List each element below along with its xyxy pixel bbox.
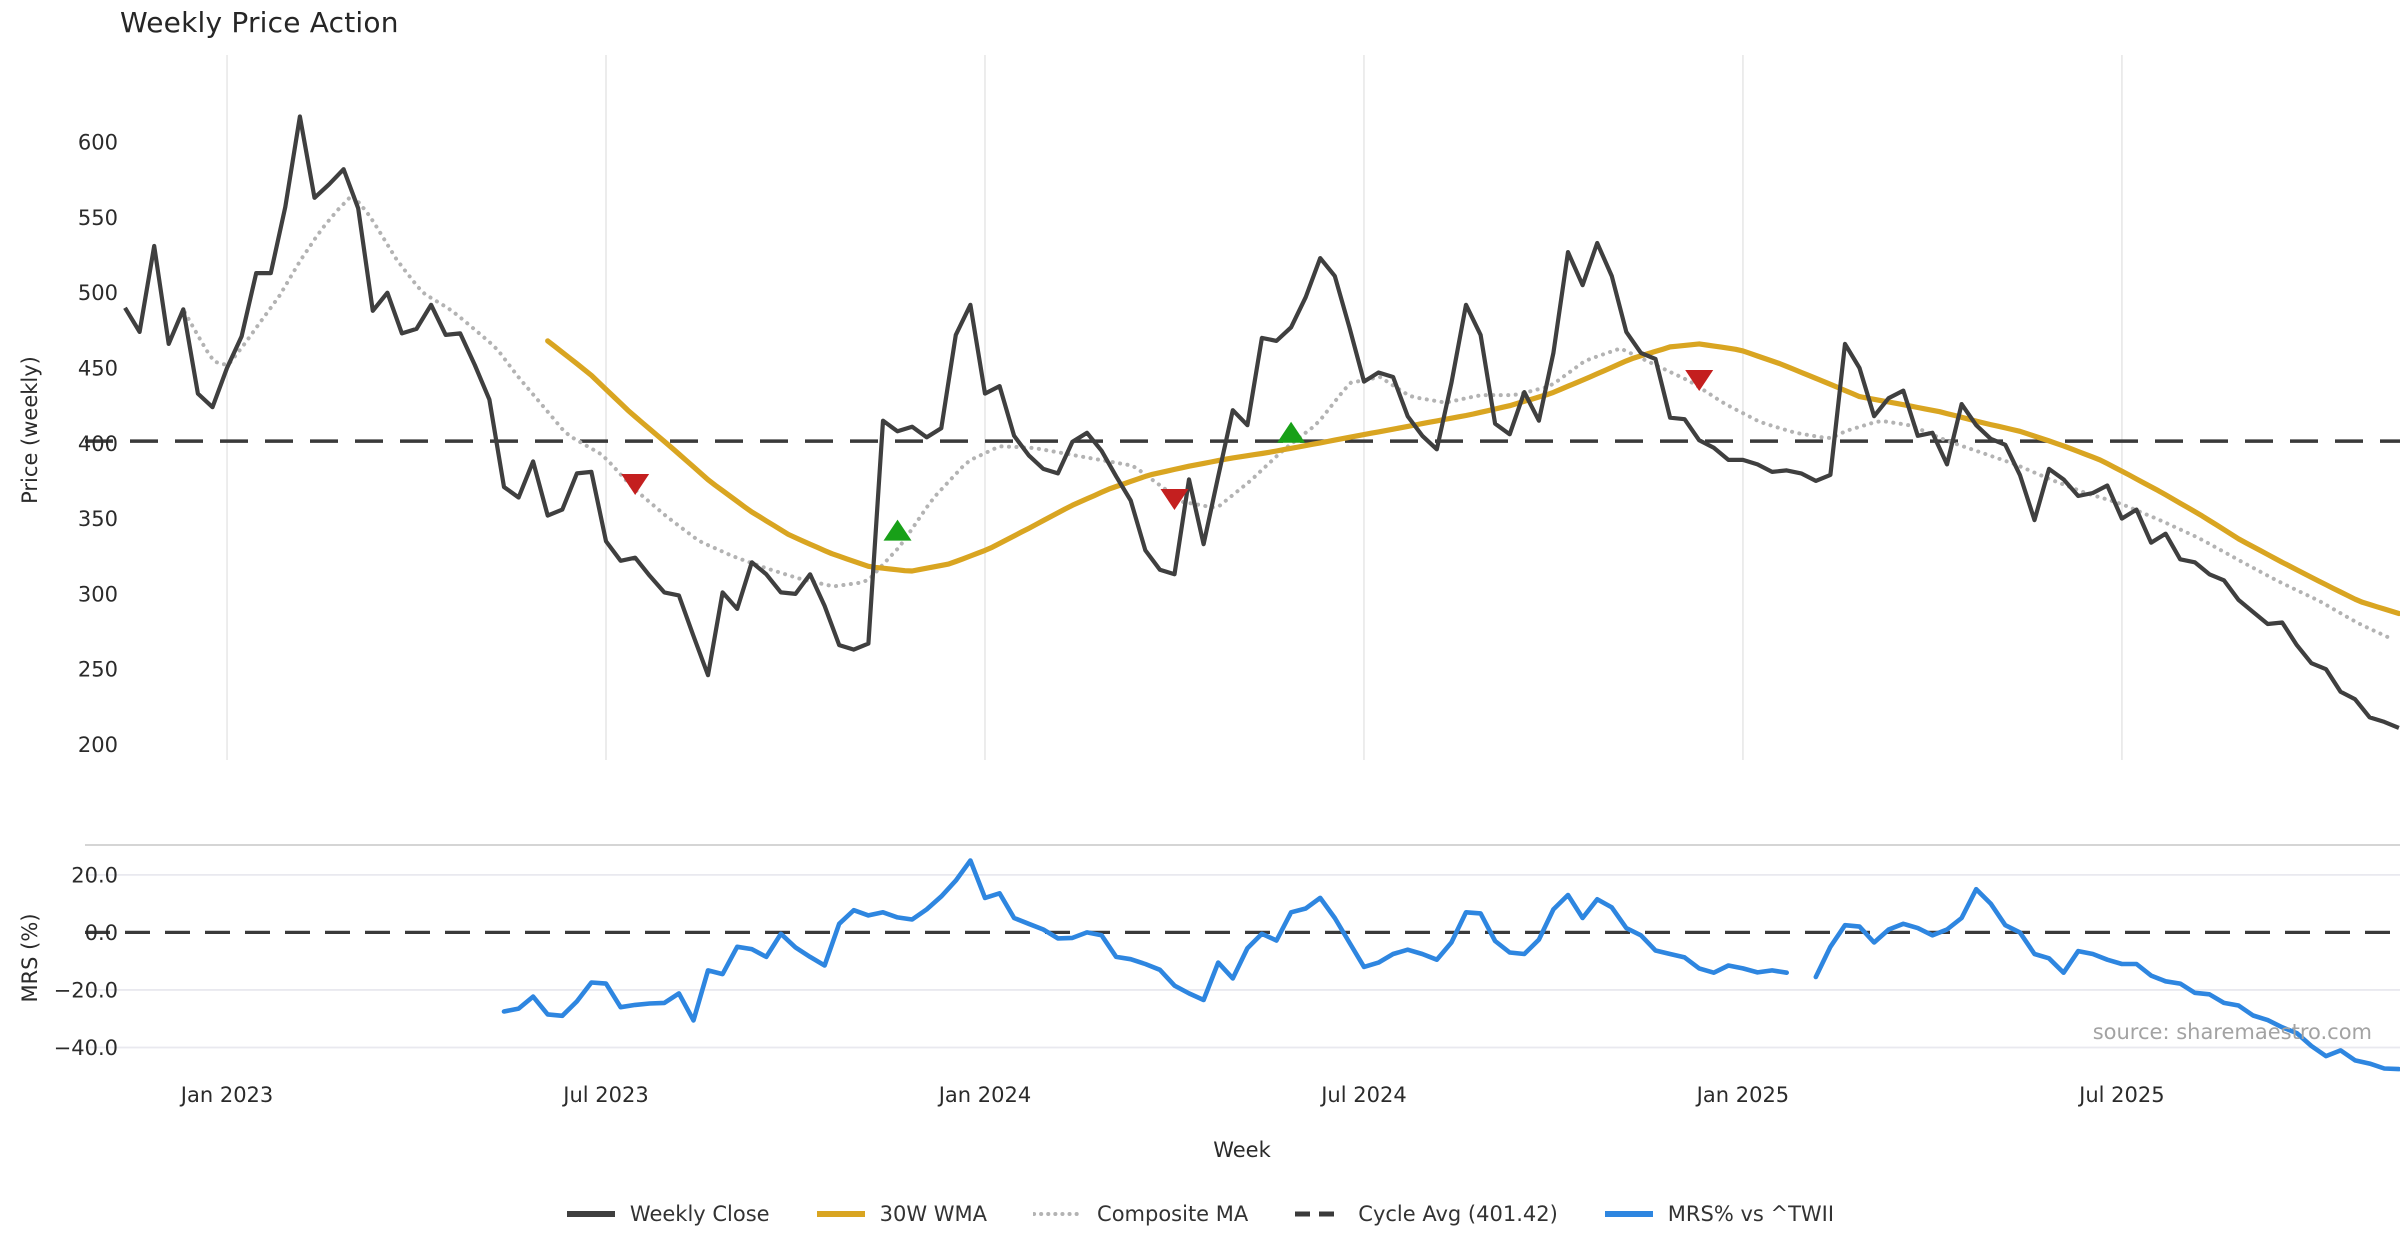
mrs-ytick-20: 20.0 bbox=[71, 863, 118, 887]
mrs-line bbox=[501, 858, 1789, 1023]
mrs-axis-label: MRS (%) bbox=[18, 913, 42, 1003]
legend-item-cycle-avg-401-42-: Cycle Avg (401.42) bbox=[1294, 1202, 1558, 1226]
legend-swatch-dashed bbox=[1295, 1211, 1344, 1217]
price-ytick-400: 400 bbox=[78, 432, 118, 456]
legend-label: MRS% vs ^TWII bbox=[1667, 1202, 1835, 1226]
source-note: source: sharemaestro.com bbox=[2092, 1020, 2372, 1044]
price-ytick-600: 600 bbox=[78, 131, 118, 155]
legend-label: Weekly Close bbox=[629, 1202, 770, 1226]
legend-item-weekly-close: Weekly Close bbox=[566, 1202, 770, 1226]
sell-marker bbox=[1160, 489, 1189, 511]
sell-marker bbox=[1685, 370, 1714, 392]
legend-label: 30W WMA bbox=[879, 1202, 988, 1226]
legend-swatch-dotted bbox=[1033, 1212, 1084, 1216]
price-ytick-300: 300 bbox=[78, 582, 118, 606]
x-axis-label: Week bbox=[1213, 1138, 1271, 1162]
legend-swatch-solid bbox=[816, 1211, 865, 1217]
price-ytick-250: 250 bbox=[78, 658, 118, 682]
legend: Weekly Close 30W WMA Composite MA Cycle Avg… bbox=[0, 1202, 2400, 1226]
weekly-close-line bbox=[123, 114, 2400, 730]
wma30-line bbox=[545, 338, 2400, 617]
mrs-line bbox=[1813, 886, 2400, 1072]
price-ytick-200: 200 bbox=[78, 733, 118, 757]
legend-item-30w-wma: 30W WMA bbox=[816, 1202, 987, 1226]
composite-ma-line bbox=[182, 191, 2395, 642]
price-ytick-450: 450 bbox=[78, 357, 118, 381]
buy-marker bbox=[1277, 421, 1306, 443]
xtick-jul-2023: Jul 2023 bbox=[561, 1083, 648, 1107]
xtick-jan-2024: Jan 2024 bbox=[937, 1083, 1032, 1107]
price-ytick-500: 500 bbox=[78, 281, 118, 305]
legend-item-mrs-vs-twii: MRS% vs ^TWII bbox=[1604, 1202, 1834, 1226]
xtick-jan-2025: Jan 2025 bbox=[1695, 1083, 1790, 1107]
xtick-jul-2024: Jul 2024 bbox=[1319, 1083, 1406, 1107]
mrs-ytick-0: 0.0 bbox=[85, 921, 118, 945]
sell-marker bbox=[621, 473, 650, 495]
price-ytick-550: 550 bbox=[78, 206, 118, 230]
mrs-ytick--40: −40.0 bbox=[54, 1036, 118, 1060]
legend-swatch-solid bbox=[1604, 1211, 1653, 1217]
chart-title: Weekly Price Action bbox=[120, 6, 399, 39]
mrs-ytick--20: −20.0 bbox=[54, 978, 118, 1002]
legend-swatch-solid bbox=[566, 1211, 615, 1217]
buy-marker bbox=[883, 519, 912, 541]
legend-item-composite-ma: Composite MA bbox=[1033, 1202, 1248, 1226]
price-axis-label: Price (weekly) bbox=[18, 356, 42, 504]
xtick-jul-2025: Jul 2025 bbox=[2077, 1083, 2164, 1107]
legend-label: Composite MA bbox=[1097, 1202, 1249, 1226]
xtick-jan-2023: Jan 2023 bbox=[179, 1083, 274, 1107]
legend-label: Cycle Avg (401.42) bbox=[1358, 1202, 1558, 1226]
price-ytick-350: 350 bbox=[78, 507, 118, 531]
